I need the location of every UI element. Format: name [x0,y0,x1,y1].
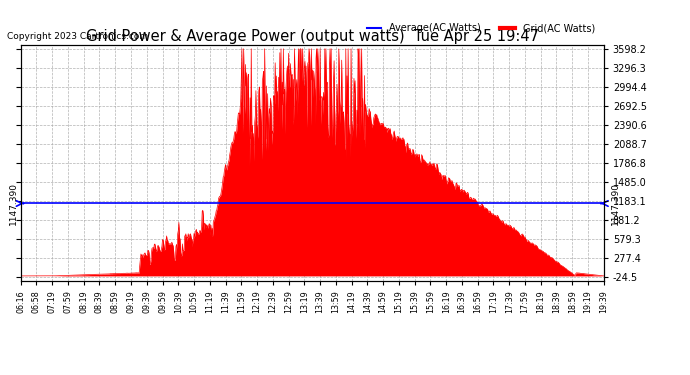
Text: 1147.390: 1147.390 [9,182,18,225]
Text: 1147.390: 1147.390 [611,182,620,225]
Title: Grid Power & Average Power (output watts)  Tue Apr 25 19:47: Grid Power & Average Power (output watts… [86,29,539,44]
Legend: Average(AC Watts), Grid(AC Watts): Average(AC Watts), Grid(AC Watts) [363,19,599,37]
Text: Copyright 2023 Cartronics.com: Copyright 2023 Cartronics.com [7,32,148,41]
